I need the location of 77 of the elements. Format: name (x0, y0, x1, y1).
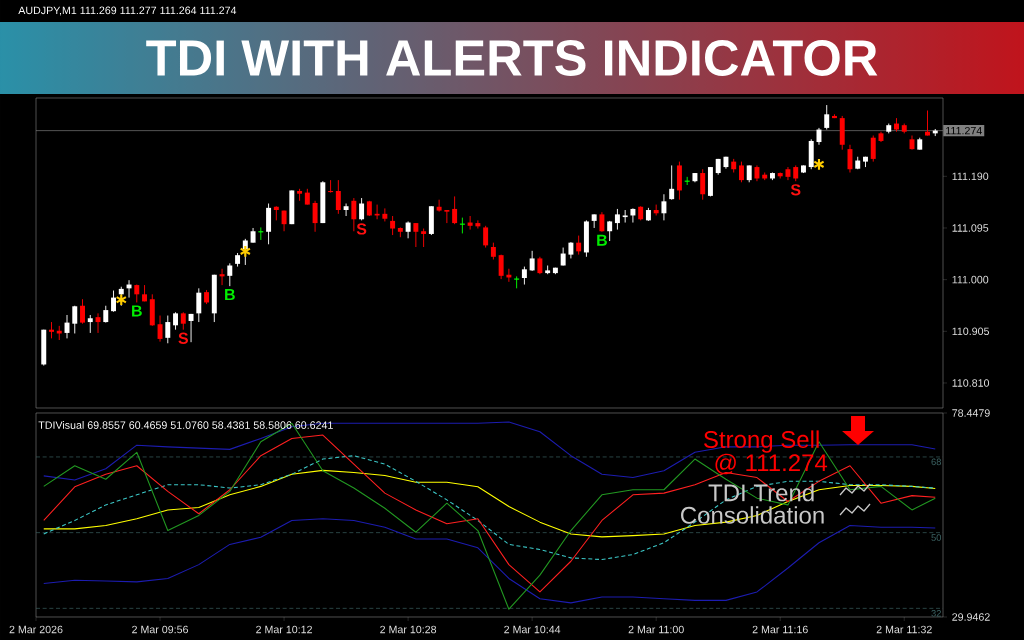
candlestick (467, 215, 473, 231)
candlestick (390, 215, 396, 236)
x-tick-label: 2 Mar 10:28 (380, 625, 437, 634)
candlestick (824, 104, 830, 131)
candlestick (421, 228, 427, 248)
x-tick-label: 2 Mar 11:32 (876, 625, 932, 634)
candlestick (452, 195, 458, 225)
candlestick (622, 209, 628, 224)
candlestick (80, 298, 85, 325)
candlestick (382, 207, 388, 222)
ref-line-label: 68 (931, 458, 942, 466)
point (115, 293, 127, 307)
annotation: B (225, 289, 235, 301)
x-tick-label: 2 Mar 10:12 (256, 625, 312, 634)
ref-line-label: 111.274 (946, 126, 982, 135)
candlestick (700, 168, 706, 201)
candlestick (529, 250, 535, 272)
candlestick (614, 208, 620, 231)
candlestick (599, 211, 605, 233)
chart-title: TDI WITH ALERTS INDICATOR (146, 40, 878, 76)
annotation: S (790, 184, 801, 196)
candlestick (661, 193, 667, 221)
candlestick (328, 179, 334, 194)
annotation: @ 111.274 (715, 453, 828, 475)
candlestick (188, 313, 194, 343)
point (813, 157, 825, 171)
annotation: B (132, 305, 142, 317)
y-tick-label: 29.9462 (952, 613, 990, 621)
ref-line-label: 32 (931, 609, 941, 617)
candlestick (870, 135, 876, 163)
candlestick (925, 110, 930, 136)
candlestick (335, 179, 341, 215)
annotation: Strong Sell (704, 430, 819, 453)
y-tick-label: 111.095 (952, 224, 989, 232)
annotation: S (178, 332, 188, 344)
candlestick (475, 219, 481, 229)
annotation: S (356, 223, 367, 235)
x-tick-label: 2 Mar 2026 (9, 625, 63, 634)
point (239, 244, 251, 258)
y-tick-label: 110.810 (952, 379, 990, 387)
candlestick (359, 197, 365, 221)
candlestick (227, 262, 233, 287)
y-tick-label: 78.4479 (952, 409, 990, 417)
candlestick (343, 203, 349, 217)
candlestick (111, 290, 116, 313)
candlestick (351, 197, 357, 232)
candlestick (669, 164, 675, 201)
candlestick (157, 315, 163, 343)
candlestick (738, 161, 744, 183)
candlestick (312, 200, 318, 233)
candlestick (576, 235, 582, 256)
chart-subtitle: AUDJPY,M1 111.269 111.277 111.264 111.274 (18, 6, 237, 16)
text: TDIVisual 69.8557 60.4659 51.0760 58.4381 58.5806 60.6241 (38, 421, 333, 429)
x-tick-label: 2 Mar 10:44 (504, 625, 561, 634)
y-tick-label: 111.190 (952, 172, 989, 181)
candlestick (498, 254, 504, 280)
candlestick (266, 203, 272, 245)
annotation: B (597, 234, 607, 246)
candlestick (72, 305, 78, 334)
candlestick (95, 312, 101, 334)
ref-line-label: 50 (931, 534, 942, 541)
y-tick-label: 110.905 (952, 327, 990, 336)
candlestick (513, 275, 520, 289)
x-tick-label: 2 Mar 11:00 (628, 625, 684, 634)
candlestick (219, 268, 225, 286)
candlestick (483, 225, 489, 249)
candlestick (405, 220, 411, 239)
candlestick (413, 222, 419, 248)
candlestick (49, 321, 54, 339)
candlestick (436, 199, 442, 213)
x-tick-label: 2 Mar 09:56 (132, 625, 189, 634)
x-tick-label: 2 Mar 11:16 (752, 625, 808, 634)
candlestick (165, 315, 171, 344)
y-tick-label: 111.000 (952, 275, 989, 284)
candlestick (444, 209, 450, 224)
candlestick (630, 207, 636, 224)
candlestick (196, 287, 202, 323)
